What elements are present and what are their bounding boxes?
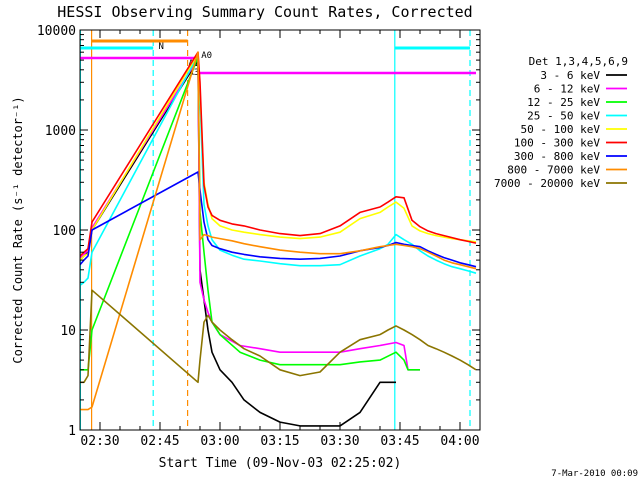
legend-entry-label: 100 - 300 keV	[514, 137, 600, 150]
marker-label-n: N	[158, 42, 163, 52]
x-axis: 02:30 02:45 03:00 03:15 03:30 03:45 04:00	[79, 30, 481, 449]
chart-title: HESSI Observing Summary Count Rates, Cor…	[57, 3, 472, 21]
y-tick-label: 1	[68, 424, 76, 439]
legend-entry-label: 300 - 800 keV	[514, 150, 600, 163]
legend-entry-label: 12 - 25 keV	[527, 96, 600, 109]
y-tick-label: 10	[60, 324, 76, 339]
series-line-2	[80, 55, 420, 371]
legend-entry-label: 6 - 12 keV	[534, 83, 601, 96]
y-tick-label: 100	[53, 224, 76, 239]
legend-entry-label: 800 - 7000 keV	[507, 164, 600, 177]
legend-entry-label: 50 - 100 keV	[521, 123, 601, 136]
y-tick-label: 10000	[37, 24, 76, 39]
series-line-7	[80, 51, 477, 411]
legend-entry-label: 3 - 6 keV	[540, 69, 600, 82]
series-group	[79, 51, 477, 427]
series-line-8	[80, 289, 477, 384]
y-axis: 1 10 100 1000 10000	[37, 24, 480, 439]
x-tick-label: 02:45	[140, 434, 179, 449]
x-tick-label: 03:00	[200, 434, 239, 449]
marker-label-a3: A3	[188, 68, 199, 78]
x-tick-label: 04:00	[440, 434, 479, 449]
x-tick-label: 03:45	[380, 434, 419, 449]
x-tick-label: 02:30	[80, 434, 119, 449]
legend-entry-label: 25 - 50 keV	[527, 110, 600, 123]
x-axis-label: Start Time (09-Nov-03 02:25:02)	[159, 456, 402, 471]
x-tick-label: 03:30	[320, 434, 359, 449]
y-axis-label: Corrected Count Rate (s⁻¹ detector⁻¹)	[11, 96, 25, 363]
x-tick-label: 03:15	[260, 434, 299, 449]
legend-entry-label: 7000 - 20000 keV	[494, 177, 600, 190]
series-line-5	[79, 51, 477, 257]
y-tick-label: 1000	[45, 124, 76, 139]
timestamp-footer: 7-Mar-2010 00:09	[551, 469, 638, 479]
legend-title: Det 1,3,4,5,6,9	[529, 55, 628, 68]
marker-label-a0: A0	[201, 51, 212, 61]
